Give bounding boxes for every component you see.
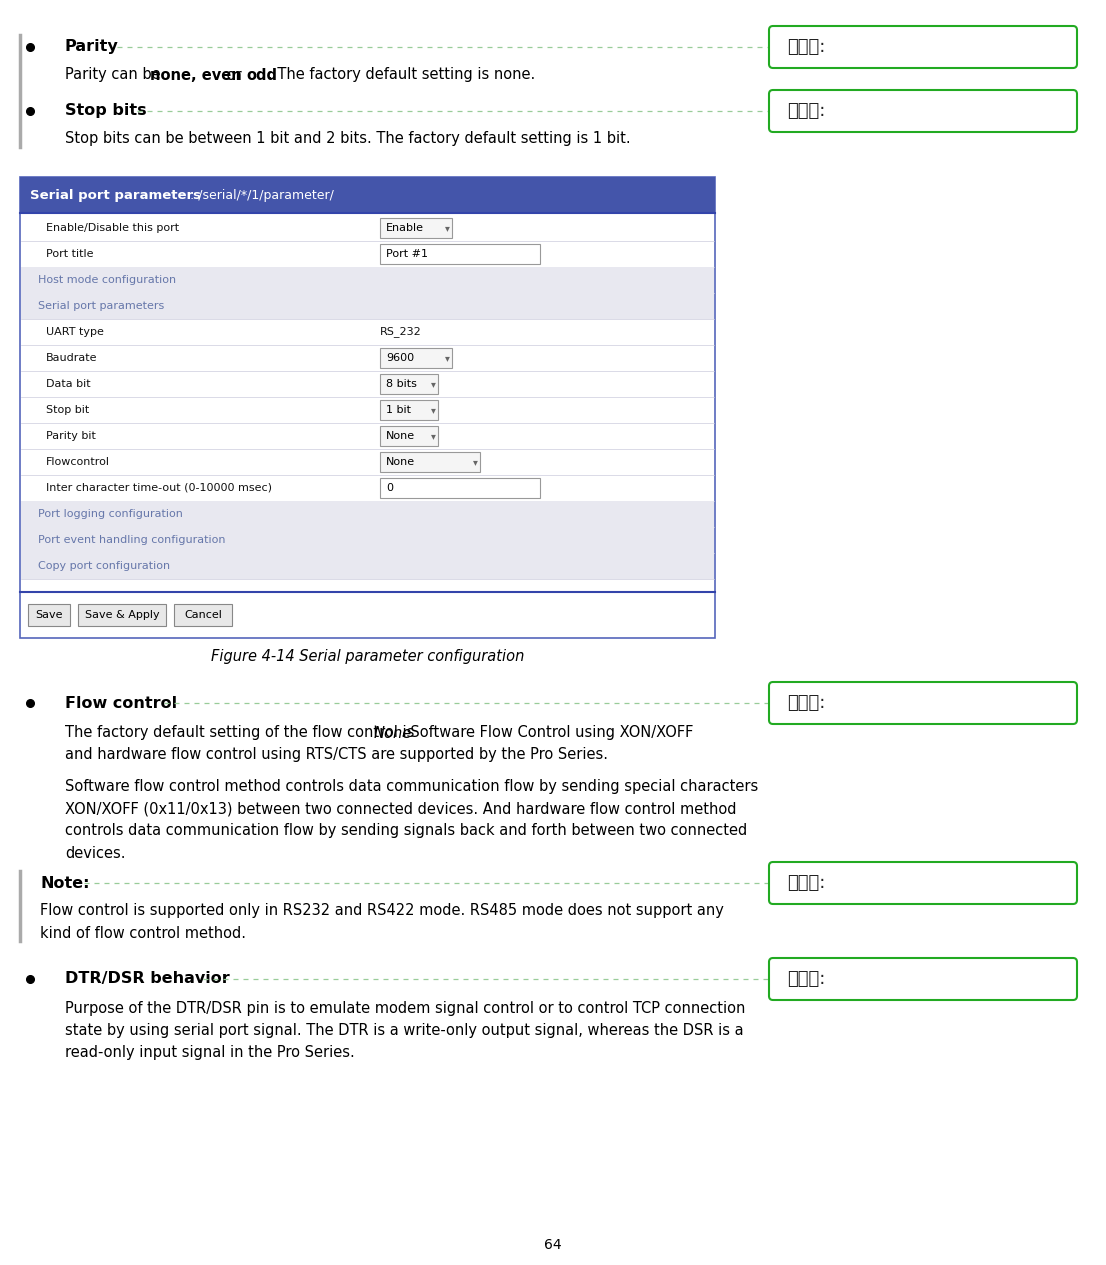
Text: Save: Save bbox=[35, 610, 63, 620]
Text: read-only input signal in the Pro Series.: read-only input signal in the Pro Series… bbox=[65, 1045, 355, 1060]
Text: ▾: ▾ bbox=[431, 405, 436, 415]
Text: Parity bit: Parity bit bbox=[46, 431, 96, 441]
Text: 8 bits: 8 bits bbox=[386, 380, 417, 390]
Text: controls data communication flow by sending signals back and forth between two c: controls data communication flow by send… bbox=[65, 824, 748, 839]
Text: and hardware flow control using RTS/CTS are supported by the Pro Series.: and hardware flow control using RTS/CTS … bbox=[65, 748, 608, 763]
Bar bbox=[380, 452, 480, 472]
Text: none, even: none, even bbox=[150, 67, 242, 82]
Text: ▾: ▾ bbox=[473, 457, 478, 467]
Text: Stop bit: Stop bit bbox=[46, 405, 90, 415]
Text: Cancel: Cancel bbox=[184, 610, 222, 620]
Bar bbox=[79, 603, 166, 626]
Text: Data bit: Data bit bbox=[46, 380, 91, 390]
Text: Enable: Enable bbox=[386, 223, 424, 233]
Text: Port #1: Port #1 bbox=[386, 249, 428, 259]
Text: odd: odd bbox=[247, 67, 278, 82]
Text: Flowcontrol: Flowcontrol bbox=[46, 457, 109, 467]
Text: or: or bbox=[222, 67, 247, 82]
Bar bbox=[21, 553, 714, 579]
Text: Stop bits: Stop bits bbox=[65, 104, 147, 119]
Text: XON/XOFF (0x11/0x13) between two connected devices. And hardware flow control me: XON/XOFF (0x11/0x13) between two connect… bbox=[65, 802, 737, 816]
Text: . The factory default setting is none.: . The factory default setting is none. bbox=[269, 67, 535, 82]
Text: Inter character time-out (0-10000 msec): Inter character time-out (0-10000 msec) bbox=[46, 483, 272, 493]
Bar bbox=[380, 400, 438, 420]
Text: 9600: 9600 bbox=[386, 353, 414, 363]
Bar bbox=[380, 218, 452, 238]
Text: Parity can be: Parity can be bbox=[65, 67, 165, 82]
Text: Parity: Parity bbox=[65, 39, 118, 54]
Text: ▾: ▾ bbox=[445, 223, 450, 233]
Bar bbox=[20, 177, 714, 213]
Bar bbox=[21, 528, 714, 553]
Text: Save & Apply: Save & Apply bbox=[85, 610, 159, 620]
FancyBboxPatch shape bbox=[769, 861, 1077, 904]
Text: Baudrate: Baudrate bbox=[46, 353, 97, 363]
Text: Flow control: Flow control bbox=[65, 696, 177, 711]
Text: None: None bbox=[374, 726, 411, 740]
Text: 삭제됨:: 삭제됨: bbox=[787, 694, 825, 712]
Bar bbox=[380, 478, 540, 498]
Text: The factory default setting of the flow control is: The factory default setting of the flow … bbox=[65, 726, 419, 740]
Text: Serial port parameters: Serial port parameters bbox=[38, 301, 165, 311]
Text: ▾: ▾ bbox=[431, 431, 436, 441]
Bar bbox=[380, 244, 540, 264]
Text: devices.: devices. bbox=[65, 845, 125, 860]
Text: Port title: Port title bbox=[46, 249, 94, 259]
Bar bbox=[21, 501, 714, 528]
Text: kind of flow control method.: kind of flow control method. bbox=[40, 926, 246, 940]
Text: DTR/DSR behavior: DTR/DSR behavior bbox=[65, 972, 230, 987]
Text: Purpose of the DTR/DSR pin is to emulate modem signal control or to control TCP : Purpose of the DTR/DSR pin is to emulate… bbox=[65, 1002, 745, 1017]
Text: Port logging configuration: Port logging configuration bbox=[38, 509, 182, 519]
Text: 삭제됨:: 삭제됨: bbox=[787, 102, 825, 120]
Text: Software flow control method controls data communication flow by sending special: Software flow control method controls da… bbox=[65, 779, 759, 794]
FancyBboxPatch shape bbox=[769, 90, 1077, 132]
FancyBboxPatch shape bbox=[769, 958, 1077, 1001]
Text: Flow control is supported only in RS232 and RS422 mode. RS485 mode does not supp: Flow control is supported only in RS232 … bbox=[40, 903, 723, 918]
Text: ▾: ▾ bbox=[431, 380, 436, 390]
Text: Host mode configuration: Host mode configuration bbox=[38, 275, 176, 285]
Text: : /serial/*/1/parameter/: : /serial/*/1/parameter/ bbox=[186, 188, 334, 201]
Bar bbox=[28, 603, 70, 626]
Text: 64: 64 bbox=[544, 1238, 562, 1252]
Bar bbox=[174, 603, 232, 626]
Text: Port event handling configuration: Port event handling configuration bbox=[38, 535, 226, 545]
Bar bbox=[380, 426, 438, 447]
Text: Stop bits can be between 1 bit and 2 bits. The factory default setting is 1 bit.: Stop bits can be between 1 bit and 2 bit… bbox=[65, 132, 630, 147]
Text: . Software Flow Control using XON/XOFF: . Software Flow Control using XON/XOFF bbox=[400, 726, 693, 740]
Bar bbox=[380, 348, 452, 368]
Text: Note:: Note: bbox=[40, 875, 90, 891]
FancyBboxPatch shape bbox=[769, 27, 1077, 68]
Text: 1 bit: 1 bit bbox=[386, 405, 411, 415]
Text: RS_232: RS_232 bbox=[380, 326, 421, 338]
Text: ▾: ▾ bbox=[445, 353, 450, 363]
Text: 0: 0 bbox=[386, 483, 393, 493]
Text: None: None bbox=[386, 457, 415, 467]
Bar bbox=[21, 293, 714, 319]
FancyBboxPatch shape bbox=[769, 682, 1077, 724]
Text: 삭제됨:: 삭제됨: bbox=[787, 970, 825, 988]
Text: Serial port parameters: Serial port parameters bbox=[30, 188, 201, 201]
Text: 삭제됨:: 삭제됨: bbox=[787, 38, 825, 56]
Text: 삭제됨:: 삭제됨: bbox=[787, 874, 825, 892]
Text: Figure 4-14 Serial parameter configuration: Figure 4-14 Serial parameter configurati… bbox=[211, 649, 524, 664]
Bar bbox=[380, 374, 438, 393]
Bar bbox=[21, 267, 714, 293]
Text: Copy port configuration: Copy port configuration bbox=[38, 560, 170, 571]
Bar bbox=[20, 177, 714, 638]
Text: None: None bbox=[386, 431, 415, 441]
Text: Enable/Disable this port: Enable/Disable this port bbox=[46, 223, 179, 233]
Text: UART type: UART type bbox=[46, 326, 104, 336]
Text: state by using serial port signal. The DTR is a write-only output signal, wherea: state by using serial port signal. The D… bbox=[65, 1023, 743, 1039]
